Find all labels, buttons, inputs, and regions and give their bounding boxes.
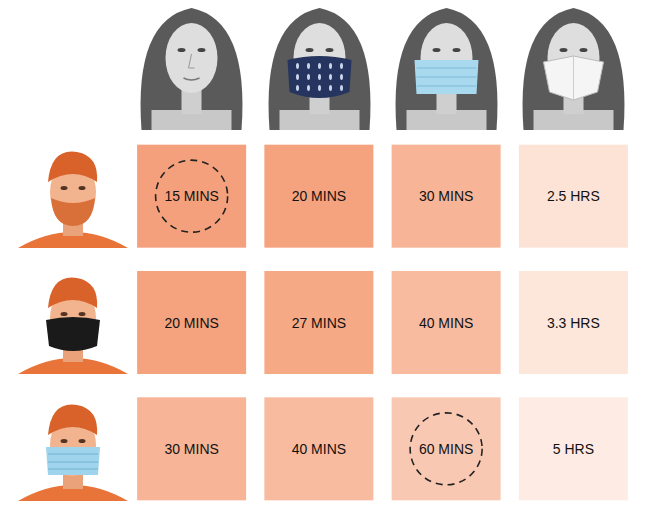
svg-text:27 MINS: 27 MINS [292, 315, 346, 331]
svg-text:5 HRS: 5 HRS [553, 441, 594, 457]
svg-text:15 MINS: 15 MINS [164, 188, 218, 204]
svg-text:2.5 HRS: 2.5 HRS [547, 188, 600, 204]
svg-text:40 MINS: 40 MINS [419, 315, 473, 331]
svg-text:40 MINS: 40 MINS [292, 441, 346, 457]
svg-text:20 MINS: 20 MINS [292, 188, 346, 204]
svg-text:20 MINS: 20 MINS [164, 315, 218, 331]
svg-text:60 MINS: 60 MINS [419, 441, 473, 457]
svg-text:3.3 HRS: 3.3 HRS [547, 315, 600, 331]
svg-text:30 MINS: 30 MINS [419, 188, 473, 204]
svg-text:30 MINS: 30 MINS [164, 441, 218, 457]
